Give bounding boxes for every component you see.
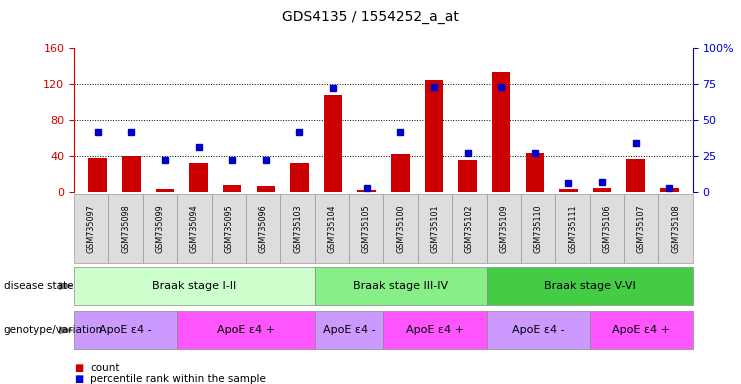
Text: ■: ■ — [74, 363, 83, 373]
Bar — [357, 190, 376, 192]
Text: GSM735104: GSM735104 — [328, 204, 336, 253]
Bar — [122, 156, 141, 192]
Bar — [458, 160, 476, 192]
Text: ApoE ε4 -: ApoE ε4 - — [323, 325, 376, 335]
Text: GSM735110: GSM735110 — [534, 204, 542, 253]
Polygon shape — [59, 327, 73, 333]
Bar — [290, 163, 309, 192]
Bar — [324, 95, 342, 192]
Bar — [189, 163, 207, 192]
Text: GSM735108: GSM735108 — [671, 204, 680, 253]
Text: GSM735097: GSM735097 — [87, 204, 96, 253]
Text: percentile rank within the sample: percentile rank within the sample — [90, 374, 266, 384]
Bar — [660, 189, 679, 192]
Text: GSM735106: GSM735106 — [602, 204, 611, 253]
Polygon shape — [59, 283, 73, 289]
Text: Braak stage V-VI: Braak stage V-VI — [544, 281, 636, 291]
Text: ApoE ε4 +: ApoE ε4 + — [217, 325, 275, 335]
Bar — [425, 79, 443, 192]
Bar — [156, 189, 174, 192]
Bar — [559, 189, 578, 192]
Text: count: count — [90, 363, 120, 373]
Text: GDS4135 / 1554252_a_at: GDS4135 / 1554252_a_at — [282, 10, 459, 23]
Bar — [223, 185, 242, 192]
Text: GSM735099: GSM735099 — [156, 204, 165, 253]
Bar — [256, 186, 275, 192]
Text: GSM735111: GSM735111 — [568, 204, 577, 253]
Text: ApoE ε4 +: ApoE ε4 + — [612, 325, 671, 335]
Text: GSM735094: GSM735094 — [190, 204, 199, 253]
Bar — [525, 153, 544, 192]
Text: Braak stage I-II: Braak stage I-II — [153, 281, 236, 291]
Bar — [626, 159, 645, 192]
Text: ApoE ε4 -: ApoE ε4 - — [99, 325, 152, 335]
Text: GSM735098: GSM735098 — [122, 204, 130, 253]
Text: GSM735096: GSM735096 — [259, 204, 268, 253]
Text: disease state: disease state — [4, 281, 73, 291]
Text: Braak stage III-IV: Braak stage III-IV — [353, 281, 448, 291]
Text: genotype/variation: genotype/variation — [4, 325, 103, 335]
Text: GSM735107: GSM735107 — [637, 204, 645, 253]
Bar — [88, 158, 107, 192]
Text: ■: ■ — [74, 374, 83, 384]
Text: GSM735105: GSM735105 — [362, 204, 370, 253]
Text: GSM735101: GSM735101 — [431, 204, 439, 253]
Text: GSM735100: GSM735100 — [396, 204, 405, 253]
Text: ApoE ε4 +: ApoE ε4 + — [406, 325, 464, 335]
Text: ApoE ε4 -: ApoE ε4 - — [512, 325, 565, 335]
Bar — [593, 187, 611, 192]
Text: GSM735103: GSM735103 — [293, 204, 302, 253]
Bar — [492, 72, 511, 192]
Bar — [391, 154, 410, 192]
Text: GSM735102: GSM735102 — [465, 204, 474, 253]
Text: GSM735095: GSM735095 — [225, 204, 233, 253]
Text: GSM735109: GSM735109 — [499, 204, 508, 253]
